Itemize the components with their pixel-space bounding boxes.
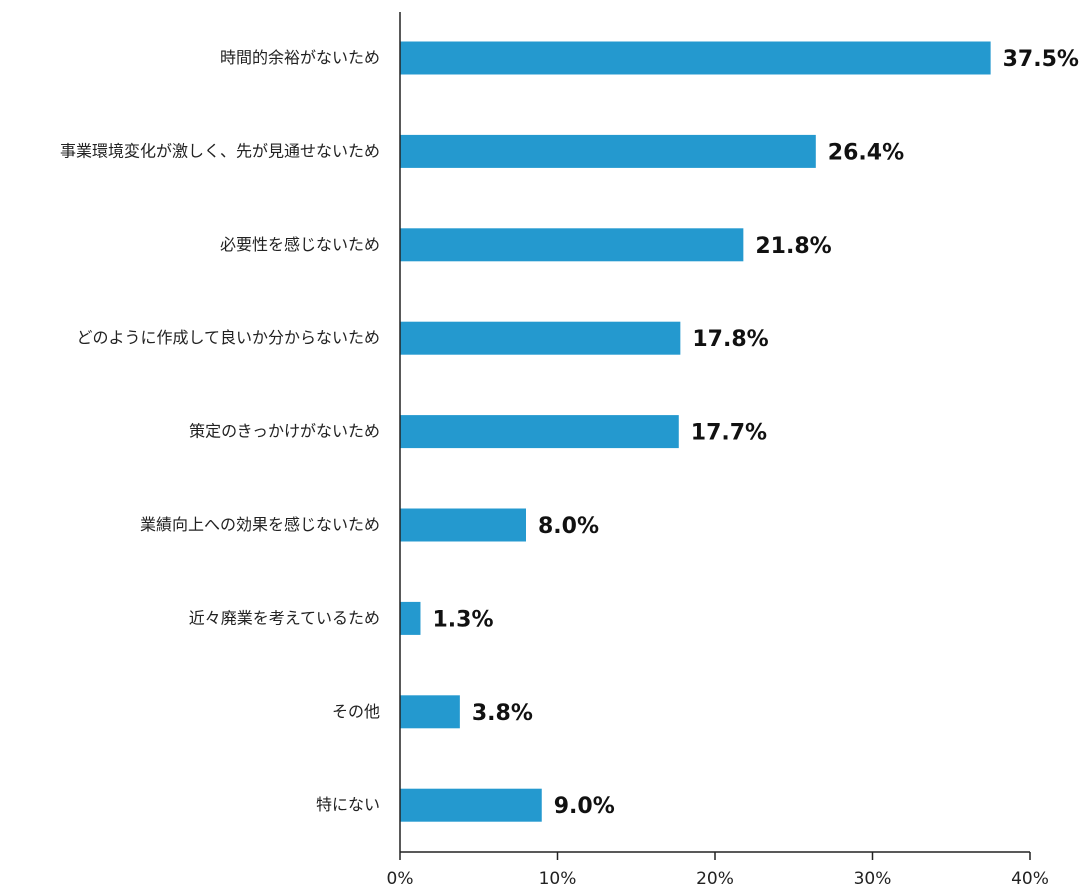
category-label: その他 — [332, 702, 380, 721]
category-label: 策定のきっかけがないため — [189, 422, 380, 441]
x-tick-label: 40% — [1011, 869, 1049, 887]
value-label: 21.8% — [755, 234, 831, 259]
category-label: 時間的余裕がないため — [220, 48, 380, 67]
value-label: 3.8% — [472, 701, 533, 726]
x-tick-label: 20% — [696, 869, 734, 887]
bar — [400, 415, 679, 449]
category-label: どのように作成して良いか分からないため — [76, 328, 380, 347]
bar — [400, 228, 744, 262]
category-label: 事業環境変化が激しく、先が見通せないため — [60, 141, 380, 160]
value-label: 17.8% — [692, 327, 768, 352]
bar — [400, 134, 816, 168]
value-label: 9.0% — [554, 794, 615, 819]
x-tick-label: 0% — [387, 869, 414, 887]
category-label: 必要性を感じないため — [220, 235, 380, 254]
x-tick-label: 10% — [539, 869, 577, 887]
value-label: 37.5% — [1003, 47, 1079, 72]
bar — [400, 695, 460, 729]
value-label: 26.4% — [828, 140, 904, 165]
value-label: 17.7% — [691, 421, 767, 446]
bar — [400, 321, 681, 355]
x-tick-label: 30% — [854, 869, 892, 887]
bar — [400, 41, 991, 75]
value-label: 1.3% — [432, 607, 493, 632]
category-label: 業績向上への効果を感じないため — [140, 515, 380, 534]
category-label: 近々廃業を考えているため — [189, 608, 380, 627]
category-label: 特にない — [316, 795, 380, 814]
value-label: 8.0% — [538, 514, 599, 539]
bar — [400, 508, 526, 542]
bar — [400, 601, 421, 635]
bar — [400, 788, 542, 822]
